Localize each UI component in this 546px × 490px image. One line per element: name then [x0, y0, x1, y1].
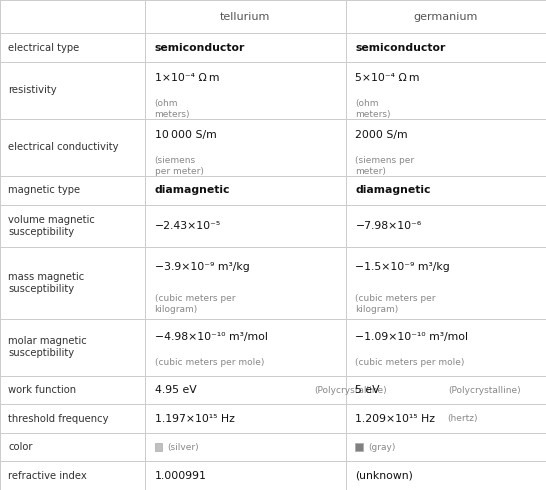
Text: magnetic type: magnetic type: [8, 185, 80, 196]
Text: semiconductor: semiconductor: [355, 43, 446, 52]
Text: −4.98×10⁻¹⁰ m³/mol: −4.98×10⁻¹⁰ m³/mol: [155, 332, 268, 342]
Text: 1×10⁻⁴ Ω m: 1×10⁻⁴ Ω m: [155, 73, 219, 83]
Text: resistivity: resistivity: [8, 85, 57, 96]
Text: electrical conductivity: electrical conductivity: [8, 143, 118, 152]
Text: threshold frequency: threshold frequency: [8, 414, 109, 424]
Text: −1.09×10⁻¹⁰ m³/mol: −1.09×10⁻¹⁰ m³/mol: [355, 332, 468, 342]
Text: 5×10⁻⁴ Ω m: 5×10⁻⁴ Ω m: [355, 73, 420, 83]
Text: 1.000991: 1.000991: [155, 471, 206, 481]
Text: (cubic meters per mole): (cubic meters per mole): [355, 358, 465, 367]
Text: −2.43×10⁻⁵: −2.43×10⁻⁵: [155, 221, 221, 231]
Text: (cubic meters per mole): (cubic meters per mole): [155, 358, 264, 367]
Text: germanium: germanium: [414, 12, 478, 22]
Text: volume magnetic
susceptibility: volume magnetic susceptibility: [8, 215, 95, 237]
Text: molar magnetic
susceptibility: molar magnetic susceptibility: [8, 336, 87, 359]
Text: work function: work function: [8, 385, 76, 395]
Text: (unknown): (unknown): [355, 471, 413, 481]
Text: (siemens per
meter): (siemens per meter): [355, 156, 414, 176]
FancyBboxPatch shape: [155, 443, 162, 451]
Text: (hertz): (hertz): [447, 414, 477, 423]
Text: mass magnetic
susceptibility: mass magnetic susceptibility: [8, 272, 85, 294]
Text: diamagnetic: diamagnetic: [355, 185, 431, 196]
Text: diamagnetic: diamagnetic: [155, 185, 230, 196]
Text: (gray): (gray): [369, 442, 396, 452]
Text: semiconductor: semiconductor: [155, 43, 245, 52]
Text: 10 000 S/m: 10 000 S/m: [155, 130, 216, 140]
Text: −7.98×10⁻⁶: −7.98×10⁻⁶: [355, 221, 422, 231]
Text: −1.5×10⁻⁹ m³/kg: −1.5×10⁻⁹ m³/kg: [355, 262, 450, 272]
Text: 4.95 eV: 4.95 eV: [155, 385, 196, 395]
Text: (Polycrystalline): (Polycrystalline): [448, 386, 521, 394]
Text: −3.9×10⁻⁹ m³/kg: −3.9×10⁻⁹ m³/kg: [155, 262, 250, 272]
Text: color: color: [8, 442, 33, 452]
Text: (ohm
meters): (ohm meters): [155, 99, 190, 119]
Text: 2000 S/m: 2000 S/m: [355, 130, 408, 140]
FancyBboxPatch shape: [355, 443, 363, 451]
Text: refractive index: refractive index: [8, 471, 87, 481]
Text: tellurium: tellurium: [220, 12, 270, 22]
Text: 1.209×10¹⁵ Hz: 1.209×10¹⁵ Hz: [355, 414, 436, 424]
Text: 1.197×10¹⁵ Hz: 1.197×10¹⁵ Hz: [155, 414, 234, 424]
Text: (Polycrystalline): (Polycrystalline): [314, 386, 387, 394]
Text: electrical type: electrical type: [8, 43, 79, 52]
Text: 5 eV: 5 eV: [355, 385, 380, 395]
Text: (siemens
per meter): (siemens per meter): [155, 156, 204, 176]
Text: (silver): (silver): [168, 442, 199, 452]
Text: (cubic meters per
kilogram): (cubic meters per kilogram): [155, 294, 235, 314]
Text: (ohm
meters): (ohm meters): [355, 99, 391, 119]
Text: (cubic meters per
kilogram): (cubic meters per kilogram): [355, 294, 436, 314]
